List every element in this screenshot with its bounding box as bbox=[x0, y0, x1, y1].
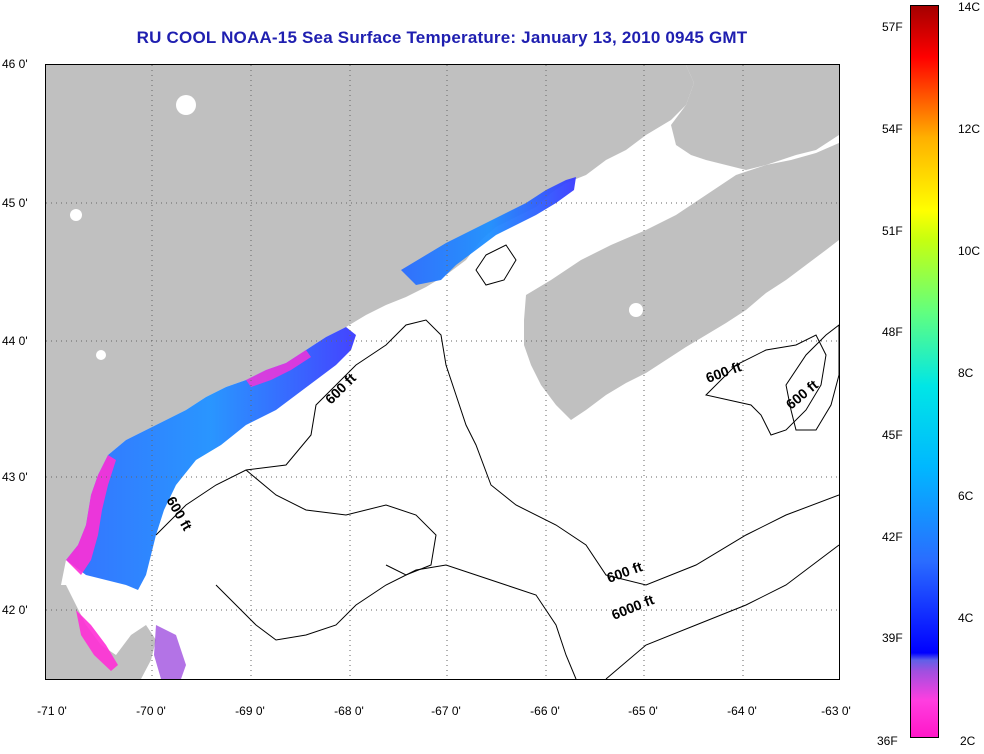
temperature-colorbar bbox=[910, 5, 939, 738]
colorbar-label-54f: 54F bbox=[882, 122, 903, 136]
sst-warm-edge bbox=[246, 350, 311, 387]
colorbar-label-57f: 57F bbox=[882, 20, 903, 34]
contour-label-600-ft: 600 ft bbox=[704, 358, 744, 386]
lat-label-45: 45 0' bbox=[2, 196, 28, 210]
lon-label-67: -67 0' bbox=[431, 704, 461, 718]
lon-label-63: -63 0' bbox=[821, 704, 851, 718]
lake bbox=[96, 350, 106, 360]
contour-label-600-ft: 600 ft bbox=[322, 370, 359, 407]
lat-label-43: 43 0' bbox=[2, 470, 28, 484]
colorbar-label-4c: 4C bbox=[958, 611, 974, 625]
colorbar-label-12c: 12C bbox=[958, 122, 981, 136]
lon-label-66: -66 0' bbox=[530, 704, 560, 718]
colorbar-label-45f: 45F bbox=[882, 428, 903, 442]
sst-coastal-band bbox=[401, 177, 576, 285]
lake bbox=[70, 209, 82, 221]
colorbar-label-48f: 48F bbox=[882, 325, 903, 339]
new-brunswick bbox=[671, 65, 839, 170]
colorbar-label-8c: 8C bbox=[958, 366, 974, 380]
contour-label-600-ft: 600 ft bbox=[605, 558, 645, 586]
colorbar-label-42f: 42F bbox=[882, 530, 903, 544]
cape-cod bbox=[46, 585, 156, 679]
sst-coastal-band bbox=[66, 327, 356, 590]
lat-label-44: 44 0' bbox=[2, 334, 28, 348]
colorbar-label-10c: 10C bbox=[958, 244, 981, 258]
bathymetry-contours bbox=[155, 244, 839, 679]
lon-label-70: -70 0' bbox=[136, 704, 166, 718]
nova-scotia bbox=[524, 143, 839, 420]
graticule bbox=[46, 65, 839, 679]
colorbar-label-6c: 6C bbox=[958, 489, 974, 503]
contour-label-600-ft: 600 ft bbox=[163, 494, 195, 534]
lon-label-69: -69 0' bbox=[235, 704, 265, 718]
lon-label-68: -68 0' bbox=[334, 704, 364, 718]
lat-label-46: 46 0' bbox=[2, 57, 28, 71]
colorbar-label-14c: 14C bbox=[958, 0, 981, 14]
sst-map: 600 ft 600 ft 600 ft 600 ft 600 ft 6000 … bbox=[45, 64, 840, 680]
map-title: RU COOL NOAA-15 Sea Surface Temperature:… bbox=[136, 28, 748, 47]
lake bbox=[176, 95, 196, 115]
lon-label-71: -71 0' bbox=[37, 704, 67, 718]
colorbar-label-51f: 51F bbox=[882, 224, 903, 238]
colorbar-label-36f: 36F bbox=[877, 734, 898, 748]
colorbar-label-2c: 2C bbox=[960, 734, 976, 748]
lon-label-64: -64 0' bbox=[727, 704, 757, 718]
sst-warm-edge bbox=[76, 610, 118, 671]
lon-label-65: -65 0' bbox=[628, 704, 658, 718]
sst-warm-edge bbox=[66, 455, 116, 575]
contour-label-6000-ft: 6000 ft bbox=[609, 591, 656, 623]
lake bbox=[629, 303, 643, 317]
lat-label-42: 42 0' bbox=[2, 603, 28, 617]
sst-warm-edge bbox=[154, 625, 186, 679]
maine-landmass bbox=[46, 65, 694, 585]
colorbar-label-39f: 39F bbox=[882, 631, 903, 645]
sst-map-canvas: 600 ft 600 ft 600 ft 600 ft 600 ft 6000 … bbox=[46, 65, 839, 679]
